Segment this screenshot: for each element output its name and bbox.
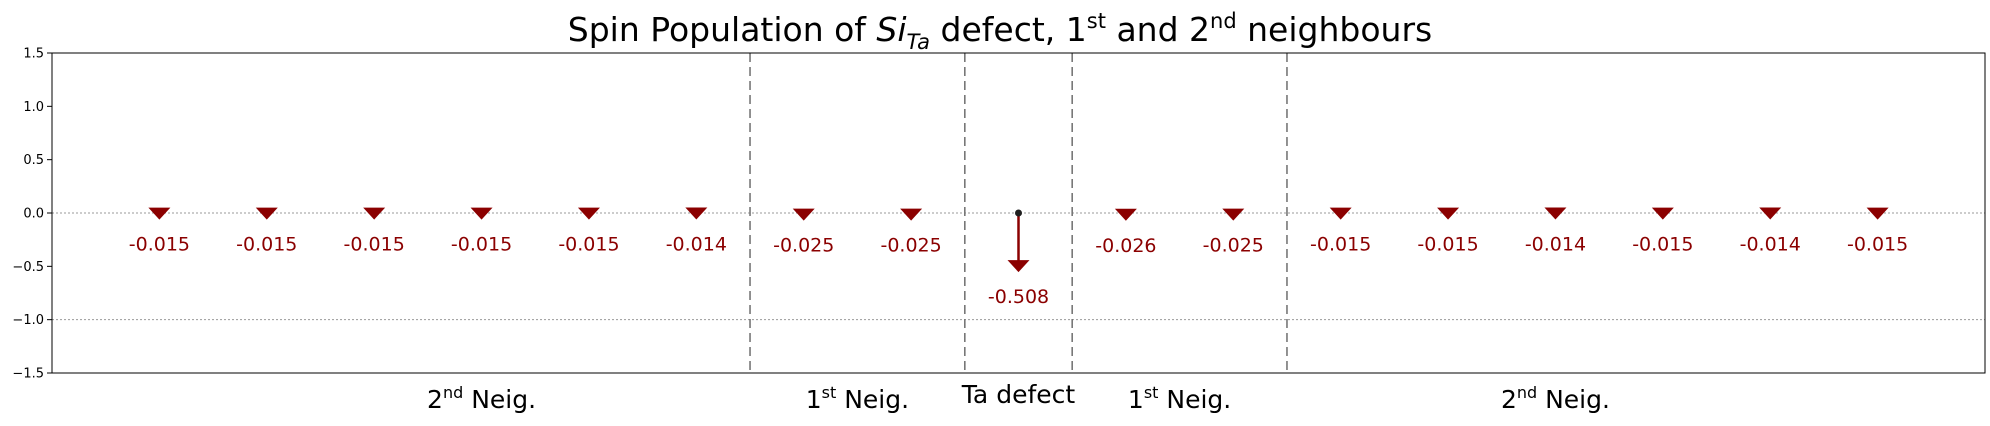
down-marker (1222, 208, 1245, 221)
down-marker (1007, 260, 1030, 273)
title-main: Si (876, 10, 906, 49)
down-marker (1866, 207, 1889, 220)
value-label: -0.015 (1310, 234, 1371, 256)
y-tick-label: 1.0 (23, 100, 44, 115)
y-tick-label: 0.0 (23, 207, 44, 222)
down-marker (1114, 208, 1137, 221)
value-label: -0.508 (988, 286, 1049, 308)
value-label: -0.025 (880, 235, 941, 257)
title-prefix: Spin Population of (568, 10, 877, 49)
down-marker (1544, 207, 1567, 220)
value-label: -0.015 (236, 234, 297, 256)
region-label: 2nd Neig. (427, 383, 536, 414)
down-marker (363, 207, 386, 220)
y-tick-label: −1.0 (12, 313, 44, 328)
down-marker (792, 208, 815, 221)
title-sup-first: st (1087, 9, 1106, 33)
region-label: 1st Neig. (806, 383, 909, 414)
down-marker (1329, 207, 1352, 220)
title-sup-second: nd (1210, 9, 1237, 33)
down-marker (1437, 207, 1460, 220)
y-tick-label: 1.5 (23, 47, 44, 62)
value-label: -0.015 (1417, 234, 1478, 256)
value-label: -0.014 (1740, 233, 1801, 255)
down-marker (148, 207, 171, 220)
value-label: -0.025 (1203, 235, 1264, 257)
value-label: -0.015 (558, 234, 619, 256)
value-label: -0.014 (666, 233, 727, 255)
down-marker (1651, 207, 1674, 220)
title-suffix: neighbours (1237, 10, 1433, 49)
value-label: -0.015 (1847, 234, 1908, 256)
value-label: -0.014 (1525, 233, 1586, 255)
value-label: -0.015 (344, 234, 405, 256)
value-label: -0.015 (129, 234, 190, 256)
value-label: -0.025 (773, 235, 834, 257)
stem-base (1015, 209, 1022, 217)
title-subscript: Ta (907, 30, 931, 54)
down-marker (900, 208, 923, 221)
title-middle: defect, 1 (930, 10, 1087, 49)
value-label: -0.015 (451, 234, 512, 256)
down-marker (577, 207, 600, 220)
y-tick-label: −0.5 (12, 260, 44, 275)
down-marker (1759, 207, 1782, 220)
value-label: -0.026 (1095, 235, 1156, 257)
title-and: and 2 (1106, 10, 1210, 49)
region-label: 2nd Neig. (1501, 383, 1610, 414)
y-tick-label: 0.5 (23, 153, 44, 168)
region-label: 1st Neig. (1128, 383, 1231, 414)
down-marker (470, 207, 493, 220)
chart-title: Spin Population of SiTa defect, 1st and … (568, 9, 1432, 54)
region-label: Ta defect (961, 380, 1076, 409)
down-marker (255, 207, 278, 220)
plot-area: 1.5 1.0 0.5 0.0 −0.5 −1.0 −1.5 -0.015 -0.015 -0.0… (12, 47, 1986, 414)
down-marker (685, 207, 708, 220)
value-label: -0.015 (1632, 234, 1693, 256)
y-tick-label: −1.5 (12, 367, 44, 382)
